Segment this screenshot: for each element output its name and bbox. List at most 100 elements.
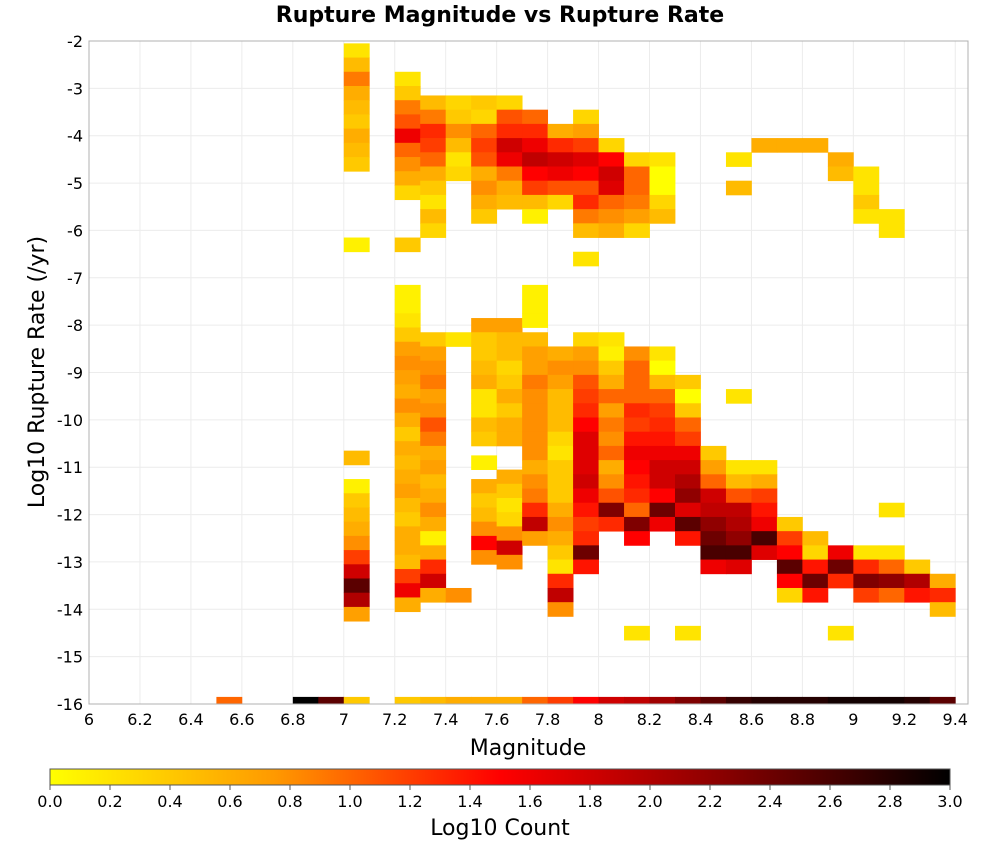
heatmap-cell — [522, 109, 549, 125]
heatmap-cell — [522, 313, 549, 328]
heatmap-cell — [318, 696, 345, 704]
heatmap-cell — [624, 180, 650, 196]
heatmap-cell — [471, 403, 498, 418]
heatmap-cell — [343, 479, 370, 494]
heatmap-cell — [929, 602, 956, 617]
heatmap-cell — [394, 455, 421, 470]
heatmap-cell — [751, 474, 778, 489]
heatmap-cell — [624, 431, 650, 447]
heatmap-cell — [394, 569, 421, 584]
heatmap-cell — [496, 554, 523, 570]
heatmap-cell — [573, 332, 599, 347]
x-tick-label: 7.2 — [382, 710, 407, 729]
heatmap-cell — [547, 502, 574, 518]
heatmap-cell — [878, 559, 905, 575]
colorbar-tick-label: 3.0 — [937, 792, 962, 811]
heatmap-cell — [725, 516, 752, 532]
heatmap-cell — [471, 417, 498, 433]
heatmap-cell — [394, 597, 421, 613]
heatmap-cell — [853, 209, 880, 224]
heatmap-cell — [471, 194, 498, 210]
heatmap-cell — [624, 488, 650, 504]
heatmap-cell — [420, 474, 447, 489]
heatmap-cell — [776, 559, 803, 575]
heatmap-cell — [827, 152, 854, 167]
heatmap-cell — [547, 123, 574, 139]
colorbar-tick-label: 2.8 — [877, 792, 902, 811]
heatmap-cell — [394, 157, 421, 172]
heatmap-cell — [394, 237, 421, 253]
heatmap-cell — [496, 194, 523, 210]
heatmap-cell — [649, 209, 676, 224]
heatmap-cell — [700, 502, 727, 518]
heatmap-cell — [878, 209, 905, 224]
heatmap-cell — [649, 152, 676, 167]
heatmap-cell — [624, 531, 650, 546]
heatmap-cell — [700, 696, 727, 704]
heatmap-cell — [522, 166, 549, 182]
colorbar-tick-label: 0.4 — [157, 792, 182, 811]
heatmap-cell — [624, 223, 650, 238]
heatmap-cell — [420, 460, 447, 475]
heatmap-cell — [420, 445, 447, 461]
heatmap-cell — [573, 502, 599, 518]
heatmap-cell — [649, 194, 676, 210]
heatmap-cell — [445, 123, 472, 139]
heatmap-cell — [598, 516, 625, 532]
heatmap-cell — [471, 493, 498, 508]
heatmap-cell — [420, 332, 447, 347]
heatmap-cell — [522, 346, 549, 362]
heatmap-cell — [471, 479, 498, 494]
colorbar-tick-label: 1.0 — [337, 792, 362, 811]
heatmap-cell — [547, 445, 574, 461]
heatmap-cell — [394, 355, 421, 371]
heatmap-cell — [522, 696, 549, 704]
colorbar-tick-label: 1.8 — [577, 792, 602, 811]
heatmap-cell — [573, 488, 599, 504]
heatmap-cell — [522, 417, 549, 433]
heatmap-cell — [471, 95, 498, 111]
heatmap-cell — [725, 389, 752, 404]
chart-title: Rupture Magnitude vs Rupture Rate — [276, 3, 724, 28]
heatmap-cell — [496, 166, 523, 182]
heatmap-cells — [216, 43, 956, 704]
heatmap-cell — [496, 483, 523, 499]
heatmap-cell — [420, 152, 447, 167]
heatmap-cell — [649, 403, 676, 418]
heatmap-cell — [496, 152, 523, 167]
heatmap-cell — [445, 152, 472, 167]
heatmap-cell — [547, 573, 574, 589]
heatmap-cell — [675, 502, 701, 518]
heatmap-cell — [700, 474, 727, 489]
heatmap-cell — [725, 488, 752, 504]
heatmap-cell — [394, 284, 421, 300]
y-tick-label: -11 — [57, 458, 83, 477]
heatmap-cell — [547, 138, 574, 153]
x-tick-label: 9.2 — [892, 710, 917, 729]
heatmap-cell — [904, 559, 931, 575]
heatmap-cell — [394, 583, 421, 598]
heatmap-cell — [700, 531, 727, 546]
heatmap-cell — [394, 554, 421, 570]
heatmap-cell — [394, 114, 421, 130]
heatmap-cell — [573, 417, 599, 433]
heatmap-cell — [573, 403, 599, 418]
heatmap-cell — [547, 194, 574, 210]
heatmap-cell — [675, 374, 701, 390]
x-tick-label: 9 — [848, 710, 858, 729]
heatmap-cell — [675, 403, 701, 418]
heatmap-cell — [675, 696, 701, 704]
heatmap-cell — [547, 587, 574, 603]
heatmap-cell — [598, 138, 625, 153]
heatmap-cell — [598, 166, 625, 182]
heatmap-cell — [394, 85, 421, 101]
heatmap-cell — [496, 123, 523, 139]
heatmap-cell — [496, 360, 523, 376]
heatmap-cell — [343, 592, 370, 608]
heatmap-cell — [522, 488, 549, 504]
heatmap-cell — [675, 488, 701, 504]
heatmap-cell — [649, 360, 676, 376]
heatmap-cell — [547, 152, 574, 167]
heatmap-cell — [827, 545, 854, 560]
x-tick-label: 6.4 — [178, 710, 203, 729]
